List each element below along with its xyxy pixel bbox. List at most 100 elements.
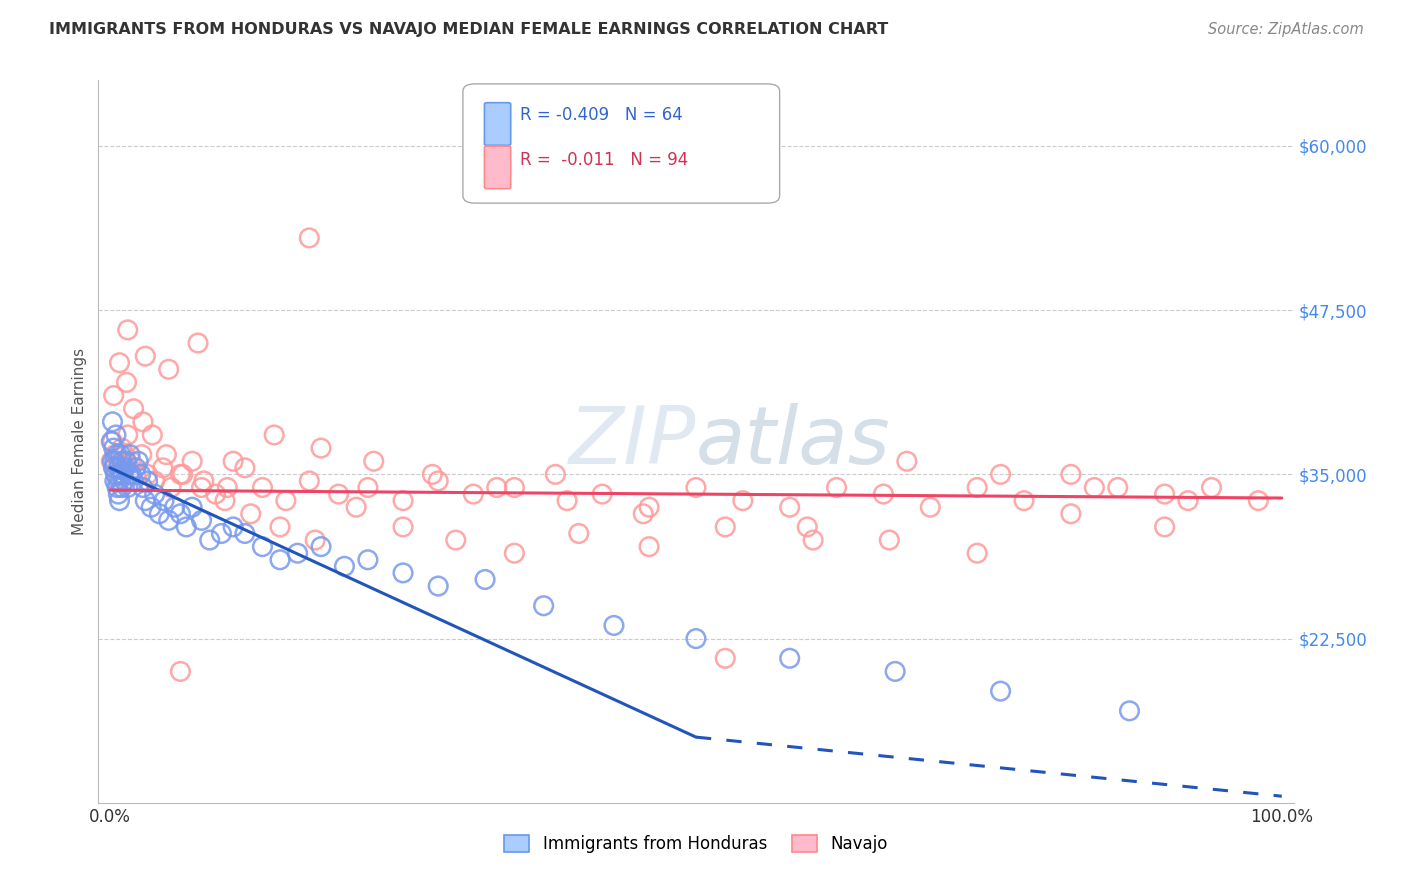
Immigrants from Honduras <box>127 454 149 468</box>
Navajo <box>966 481 988 495</box>
Navajo <box>1083 481 1105 495</box>
Navajo <box>877 533 901 547</box>
Text: Source: ZipAtlas.com: Source: ZipAtlas.com <box>1208 22 1364 37</box>
Immigrants from Honduras <box>107 460 129 475</box>
Immigrants from Honduras <box>104 474 127 488</box>
Immigrants from Honduras <box>125 460 148 475</box>
Navajo <box>136 467 159 482</box>
Immigrants from Honduras <box>108 474 131 488</box>
Navajo <box>160 481 183 495</box>
Navajo <box>485 481 508 495</box>
Immigrants from Honduras <box>110 467 132 482</box>
Immigrants from Honduras <box>884 665 907 679</box>
Navajo <box>187 336 209 351</box>
Immigrants from Honduras <box>111 481 134 495</box>
Immigrants from Honduras <box>114 460 136 475</box>
Immigrants from Honduras <box>148 507 170 521</box>
Navajo <box>233 460 256 475</box>
Navajo <box>731 493 754 508</box>
Navajo <box>143 474 166 488</box>
Immigrants from Honduras <box>105 467 128 482</box>
Navajo <box>544 467 567 482</box>
Navajo <box>120 454 142 468</box>
Navajo <box>896 454 918 468</box>
Immigrants from Honduras <box>533 599 555 613</box>
Immigrants from Honduras <box>181 500 204 515</box>
Navajo <box>239 507 262 521</box>
Navajo <box>107 454 129 468</box>
Navajo <box>503 481 526 495</box>
Immigrants from Honduras <box>222 520 245 534</box>
Immigrants from Honduras <box>211 526 233 541</box>
Immigrants from Honduras <box>779 651 801 665</box>
Navajo <box>714 520 737 534</box>
Navajo <box>357 481 380 495</box>
Legend: Immigrants from Honduras, Navajo: Immigrants from Honduras, Navajo <box>498 828 894 860</box>
Immigrants from Honduras <box>392 566 415 580</box>
Navajo <box>1060 467 1083 482</box>
Navajo <box>779 500 801 515</box>
Immigrants from Honduras <box>427 579 450 593</box>
Navajo <box>172 467 194 482</box>
Navajo <box>872 487 894 501</box>
Navajo <box>157 362 180 376</box>
Y-axis label: Median Female Earnings: Median Female Earnings <box>72 348 87 535</box>
Navajo <box>108 460 131 475</box>
Navajo <box>966 546 988 560</box>
Navajo <box>108 356 131 370</box>
Navajo <box>274 493 297 508</box>
Navajo <box>427 474 450 488</box>
Navajo <box>328 487 350 501</box>
Navajo <box>181 454 204 468</box>
Navajo <box>796 520 818 534</box>
Immigrants from Honduras <box>198 533 221 547</box>
Immigrants from Honduras <box>357 553 380 567</box>
Navajo <box>298 231 321 245</box>
Navajo <box>1153 487 1175 501</box>
Navajo <box>1201 481 1223 495</box>
Immigrants from Honduras <box>120 448 141 462</box>
Immigrants from Honduras <box>269 553 291 567</box>
Immigrants from Honduras <box>101 415 124 429</box>
Text: ZIP: ZIP <box>568 402 696 481</box>
FancyBboxPatch shape <box>485 103 510 145</box>
Immigrants from Honduras <box>107 487 129 501</box>
Immigrants from Honduras <box>153 493 176 508</box>
Immigrants from Honduras <box>108 493 131 508</box>
Immigrants from Honduras <box>169 507 191 521</box>
Navajo <box>392 493 415 508</box>
Navajo <box>112 448 135 462</box>
Immigrants from Honduras <box>333 559 356 574</box>
Immigrants from Honduras <box>1118 704 1140 718</box>
Navajo <box>1153 520 1175 534</box>
Immigrants from Honduras <box>100 434 122 449</box>
Navajo <box>463 487 485 501</box>
Navajo <box>169 665 191 679</box>
Navajo <box>422 467 444 482</box>
Navajo <box>591 487 613 501</box>
Navajo <box>298 474 321 488</box>
Immigrants from Honduras <box>287 546 309 560</box>
Immigrants from Honduras <box>115 454 138 468</box>
Immigrants from Honduras <box>111 454 134 468</box>
Navajo <box>344 500 367 515</box>
Text: atlas: atlas <box>696 402 891 481</box>
Navajo <box>263 428 285 442</box>
Navajo <box>252 481 274 495</box>
Navajo <box>222 454 245 468</box>
Navajo <box>801 533 824 547</box>
Navajo <box>115 376 138 390</box>
Navajo <box>825 481 848 495</box>
Navajo <box>155 448 177 462</box>
Navajo <box>309 441 332 455</box>
Immigrants from Honduras <box>112 467 135 482</box>
Navajo <box>169 467 191 482</box>
Text: R =  -0.011   N = 94: R = -0.011 N = 94 <box>520 151 689 169</box>
Immigrants from Honduras <box>174 520 197 534</box>
Immigrants from Honduras <box>233 526 256 541</box>
Immigrants from Honduras <box>105 448 128 462</box>
Navajo <box>103 388 125 402</box>
Immigrants from Honduras <box>104 454 127 468</box>
Navajo <box>555 493 578 508</box>
Navajo <box>104 448 127 462</box>
